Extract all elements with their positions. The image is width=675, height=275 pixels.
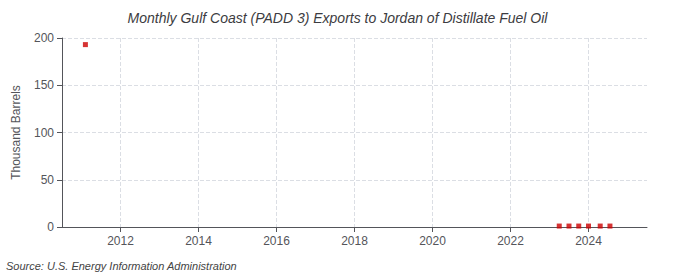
svg-text:2020: 2020	[419, 234, 446, 248]
svg-text:2014: 2014	[185, 234, 212, 248]
svg-text:100: 100	[34, 126, 54, 140]
svg-text:50: 50	[41, 173, 55, 187]
svg-text:2018: 2018	[341, 234, 368, 248]
svg-text:200: 200	[34, 31, 54, 45]
svg-text:0: 0	[47, 220, 54, 234]
svg-text:Source: U.S. Energy Informatio: Source: U.S. Energy Information Administ…	[6, 260, 237, 272]
svg-text:2022: 2022	[497, 234, 524, 248]
svg-text:2024: 2024	[575, 234, 602, 248]
svg-text:2016: 2016	[263, 234, 290, 248]
svg-text:150: 150	[34, 78, 54, 92]
svg-text:2012: 2012	[107, 234, 134, 248]
svg-text:Thousand Barrels: Thousand Barrels	[9, 85, 23, 180]
svg-text:Monthly Gulf Coast (PADD 3) Ex: Monthly Gulf Coast (PADD 3) Exports to J…	[128, 10, 549, 26]
